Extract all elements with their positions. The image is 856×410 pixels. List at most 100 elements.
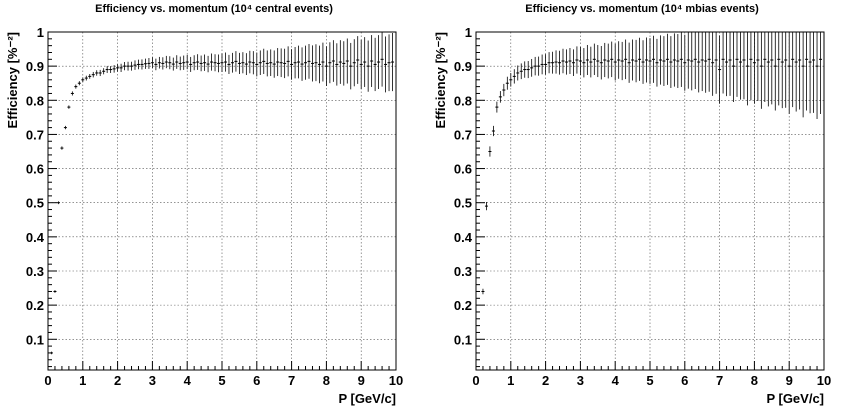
x-tick-label: 1 <box>507 373 514 388</box>
data-point <box>112 65 116 73</box>
data-point <box>547 52 551 74</box>
data-point <box>704 32 708 93</box>
data-point <box>130 61 134 71</box>
data-point <box>359 39 363 90</box>
data-point <box>711 32 715 96</box>
data-point <box>98 69 102 77</box>
data-point <box>544 54 548 75</box>
data-point <box>498 91 502 103</box>
data-point <box>624 39 628 80</box>
data-point <box>109 66 113 73</box>
data-point <box>554 50 558 74</box>
data-point <box>196 54 200 70</box>
data-point <box>56 201 60 205</box>
data-point <box>192 55 196 71</box>
y-tick-label: 0.6 <box>26 162 44 177</box>
data-point <box>606 43 610 79</box>
x-tick-label: 5 <box>646 373 653 388</box>
y-tick-label: 0.3 <box>454 264 472 279</box>
y-tick-label: 0.5 <box>26 196 44 211</box>
y-axis-label: Efficiency [%⁻²] <box>433 32 448 128</box>
data-point <box>599 45 603 80</box>
data-point <box>67 105 71 109</box>
data-point <box>516 65 520 81</box>
y-tick-label: 0.1 <box>26 332 44 347</box>
data-point <box>812 32 816 113</box>
data-point <box>335 43 339 86</box>
data-point <box>488 146 492 157</box>
data-point <box>537 56 541 76</box>
data-point <box>157 56 161 69</box>
data-point <box>641 40 645 84</box>
data-point <box>116 64 120 72</box>
y-tick-label: 0.3 <box>26 264 44 279</box>
data-point <box>300 47 304 81</box>
data-point <box>185 54 189 70</box>
data-point <box>84 75 88 81</box>
data-point <box>356 36 360 84</box>
data-point <box>686 32 690 89</box>
data-point <box>519 63 523 80</box>
x-tick-label: 3 <box>577 373 584 388</box>
data-point <box>199 55 203 72</box>
data-point <box>119 63 123 72</box>
data-point <box>164 55 168 69</box>
data-point <box>589 46 593 78</box>
data-point <box>258 50 262 76</box>
data-point <box>759 32 763 109</box>
x-tick-label: 8 <box>751 373 758 388</box>
data-point <box>171 57 175 71</box>
data-point <box>645 37 649 83</box>
data-point <box>244 53 248 76</box>
data-point <box>175 55 179 69</box>
data-point <box>241 52 245 74</box>
data-point <box>223 52 227 72</box>
data-point <box>777 32 781 106</box>
data-point <box>742 32 746 100</box>
y-axis-label: Efficiency [%⁻²] <box>5 32 20 128</box>
data-points <box>49 32 395 355</box>
data-point <box>133 60 137 70</box>
y-tick-label: 0.8 <box>454 93 472 108</box>
data-point <box>526 61 530 79</box>
data-point <box>307 43 311 79</box>
data-point <box>91 71 95 78</box>
data-point <box>227 54 231 74</box>
y-tick-label: 0.4 <box>26 230 45 245</box>
x-tick-label: 7 <box>288 373 295 388</box>
data-point <box>784 32 788 108</box>
x-tick-label: 8 <box>323 373 330 388</box>
data-point <box>272 50 276 78</box>
data-point <box>815 32 819 120</box>
data-point <box>286 46 290 77</box>
data-point <box>366 40 370 92</box>
data-point <box>338 40 342 84</box>
efficiency-plot-mbias: 0 1 2 3 4 5 6 7 8 9 10 0.1 0.2 0.3 0.4 0.5 0.6 0.7 0.8 0.9 1… <box>433 25 831 406</box>
data-point <box>512 69 516 84</box>
data-point <box>620 41 624 81</box>
data-point <box>293 47 297 79</box>
data-point <box>262 48 266 74</box>
data-point <box>725 32 729 97</box>
data-point <box>213 54 217 72</box>
data-point <box>387 34 391 92</box>
data-point <box>801 32 805 118</box>
data-point <box>683 34 687 91</box>
x-tick-label: 0 <box>472 373 479 388</box>
data-point <box>49 351 53 355</box>
data-point <box>189 56 193 72</box>
data-point <box>533 56 537 76</box>
data-point <box>328 42 332 84</box>
data-point <box>321 42 325 82</box>
data-point <box>237 52 241 74</box>
data-point <box>147 57 151 69</box>
data-point <box>794 32 798 112</box>
y-tick-label: 1 <box>37 25 44 40</box>
data-point <box>60 146 64 150</box>
data-point <box>74 84 78 89</box>
x-tick-label: 10 <box>389 373 403 388</box>
data-point <box>665 33 669 85</box>
data-point <box>693 32 697 90</box>
data-point <box>540 54 544 75</box>
data-point <box>324 46 328 86</box>
